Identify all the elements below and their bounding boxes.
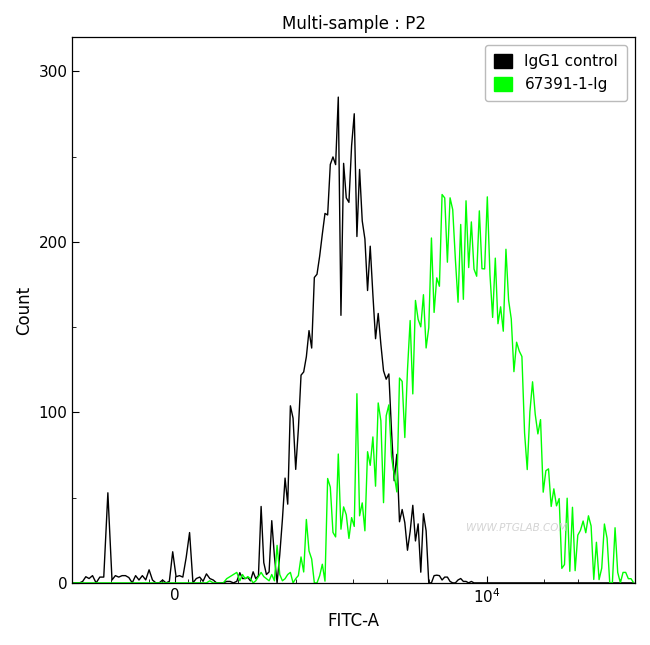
IgG1 control [334,94,342,101]
67391-1-Ig [70,579,78,587]
Legend: IgG1 control, 67391-1-Ig: IgG1 control, 67391-1-Ig [485,45,627,101]
IgG1 control [159,576,166,584]
Text: WWW.PTGLAB.COM: WWW.PTGLAB.COM [466,523,567,533]
X-axis label: FITC-A: FITC-A [328,612,380,630]
IgG1 control [438,576,446,584]
Y-axis label: Count: Count [15,286,33,335]
67391-1-Ig [566,568,574,575]
67391-1-Ig [630,579,638,587]
67391-1-Ig [436,283,443,290]
Line: IgG1 control: IgG1 control [74,97,634,583]
IgG1 control [70,579,78,587]
IgG1 control [566,579,574,587]
IgG1 control [118,571,126,579]
Line: 67391-1-Ig: 67391-1-Ig [74,195,634,583]
67391-1-Ig [118,579,126,587]
Title: Multi-sample : P2: Multi-sample : P2 [281,15,426,33]
IgG1 control [499,579,507,587]
67391-1-Ig [595,576,603,584]
67391-1-Ig [159,579,166,587]
67391-1-Ig [438,191,446,199]
IgG1 control [595,579,603,587]
67391-1-Ig [499,327,507,335]
IgG1 control [630,579,638,587]
